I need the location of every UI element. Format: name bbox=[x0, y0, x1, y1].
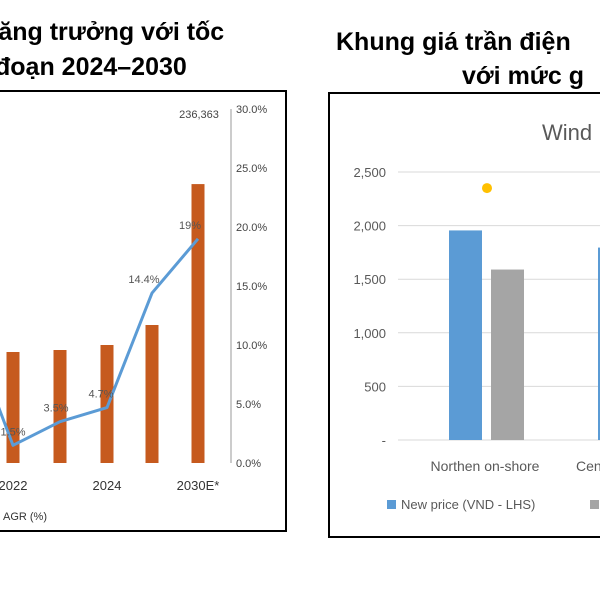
y2-tick-label: 0.0% bbox=[236, 458, 261, 470]
right-chart-title-line2: với mức g bbox=[462, 62, 585, 90]
bar bbox=[191, 184, 205, 463]
cagr-point-label: 19% bbox=[179, 220, 201, 232]
right-chart-panel: Wind - 500 1,000 1,500 2,000 2,500 Northen on-s… bbox=[328, 92, 600, 538]
y-tick-label: 1,000 bbox=[353, 326, 386, 341]
bar-new-price bbox=[598, 247, 600, 440]
legend-label: AGR (%) bbox=[3, 511, 47, 523]
bar-value-label: 236,363 bbox=[179, 109, 219, 121]
y-tick-label: - bbox=[382, 433, 386, 448]
x-tick-label: 2024 bbox=[93, 478, 122, 493]
chart-title: Wind bbox=[542, 120, 592, 145]
legend-swatch-other bbox=[590, 500, 599, 509]
y2-tick-label: 5.0% bbox=[236, 399, 261, 411]
x-category-label: Northen on-shore bbox=[431, 458, 540, 474]
left-chart-title-line1: tăng trưởng với tốc bbox=[0, 18, 225, 46]
y-tick-label: 500 bbox=[364, 379, 386, 394]
legend-swatch-new-price bbox=[387, 500, 396, 509]
x-tick-label: 2022 bbox=[0, 478, 27, 493]
cagr-point-label: 3.5% bbox=[43, 403, 68, 415]
y2-tick-label: 25.0% bbox=[236, 163, 267, 175]
y2-tick-label: 30.0% bbox=[236, 104, 267, 116]
y2-tick-label: 10.0% bbox=[236, 340, 267, 352]
bar-other-series bbox=[491, 269, 524, 440]
cagr-point-label: 1.5% bbox=[0, 426, 25, 438]
y-tick-label: 2,500 bbox=[353, 165, 386, 180]
right-chart-title-line1: Khung giá trần điện bbox=[336, 28, 571, 56]
cagr-point-label: 4.7% bbox=[88, 389, 113, 401]
bar bbox=[53, 350, 67, 463]
price-marker-dot bbox=[482, 183, 492, 194]
x-tick-label: 2030E* bbox=[177, 478, 220, 493]
cagr-line bbox=[0, 237, 200, 447]
cagr-point-label: 14.4% bbox=[128, 274, 159, 286]
x-category-label: Cen bbox=[576, 458, 600, 474]
y2-tick-label: 15.0% bbox=[236, 281, 267, 293]
bar bbox=[145, 325, 159, 463]
left-chart-title-line2: đoạn 2024–2030 bbox=[0, 53, 187, 81]
left-chart: 0.0% 5.0% 10.0% 15.0% 20.0% 25.0% 30.0% 236,363… bbox=[0, 104, 267, 523]
right-chart: Wind - 500 1,000 1,500 2,000 2,500 Northen on-s… bbox=[353, 120, 600, 512]
y2-tick-label: 20.0% bbox=[236, 222, 267, 234]
y-tick-label: 2,000 bbox=[353, 219, 386, 234]
legend-label-new-price: New price (VND - LHS) bbox=[401, 497, 535, 512]
bar-new-price bbox=[449, 230, 482, 440]
left-chart-panel: 0.0% 5.0% 10.0% 15.0% 20.0% 25.0% 30.0% 236,363… bbox=[0, 90, 287, 532]
y-tick-label: 1,500 bbox=[353, 272, 386, 287]
